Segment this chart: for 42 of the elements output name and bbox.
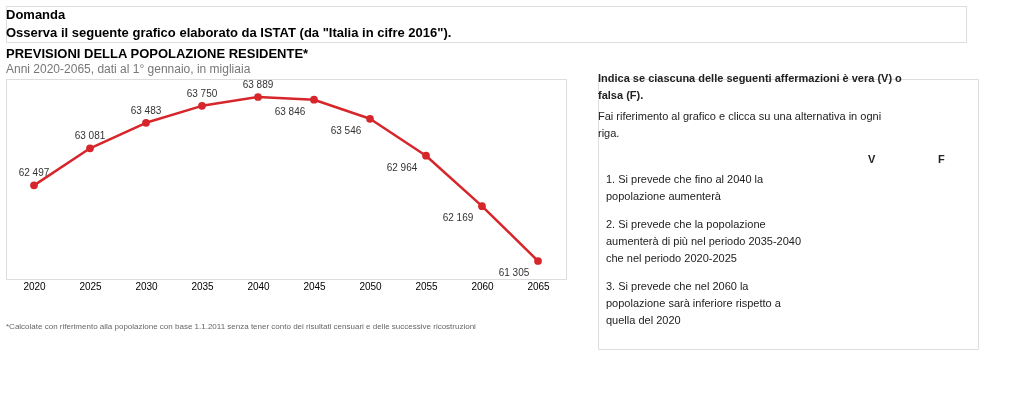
- data-label: 63 546: [330, 124, 362, 136]
- x-tick-label: 2050: [359, 280, 383, 292]
- x-tick-label: 2060: [471, 280, 495, 292]
- x-tick-label: 2065: [527, 280, 551, 292]
- text: 3. Si prevede che nel 2060 la popolazione sarà inferiore rispetto a quella del 2020: [606, 280, 782, 326]
- point: [142, 118, 150, 127]
- text: 1. Si prevede che fino al 2040 la popolazione aumenterà: [606, 173, 765, 203]
- x-tick-label: 2055: [415, 280, 439, 292]
- text: V: [868, 153, 876, 165]
- point: [478, 202, 486, 211]
- text: Indica se ciascuna delle seguenti affermazioni è vera (V) o falsa (F).: [598, 72, 903, 101]
- point: [254, 93, 262, 101]
- point: [422, 151, 430, 160]
- data-label: 63 750: [186, 87, 218, 99]
- point: [86, 144, 94, 153]
- point: [198, 101, 206, 110]
- x-tick-label: 2020: [23, 280, 47, 292]
- text: Osserva il seguente grafico elaborato da ISTAT (da "Italia in cifre 2016").: [6, 25, 452, 40]
- data-label: 62 964: [386, 161, 418, 173]
- x-tick-label: 2035: [191, 280, 215, 292]
- data-label: 63 081: [74, 130, 106, 142]
- text: Fai riferimento al grafico e clicca su una alternativa in ogni riga.: [598, 110, 882, 140]
- x-tick-label: 2030: [135, 280, 159, 292]
- chart-subtitle: Anni 2020-2065, dati al 1° gennaio, in migliaia: [6, 62, 251, 76]
- data-label: 62 169: [442, 212, 474, 224]
- data-label: 63 846: [274, 105, 306, 117]
- x-tick-label: 2045: [303, 280, 327, 292]
- point: [534, 257, 542, 265]
- text: 2. Si prevede che la popolazione aumenterà di più nel periodo 2035-2040 che nel periodo 2020-2025: [606, 218, 802, 264]
- point: [30, 181, 38, 190]
- point: [310, 95, 318, 104]
- x-tick-label: 2040: [247, 280, 271, 292]
- data-label: 63 483: [130, 104, 162, 116]
- data-label: 61 305: [498, 267, 530, 278]
- data-label: 62 497: [18, 167, 50, 179]
- chart-title: PREVISIONI DELLA POPOLAZIONE RESIDENTE*: [6, 46, 310, 61]
- x-tick-label: 2025: [79, 280, 103, 292]
- text: *Calcolate con riferimento alla popolazione con base 1.1.2011 senza tener conto dei risultati censuari e delle successive ricostruzioni: [6, 322, 477, 331]
- text: Domanda: [6, 7, 66, 22]
- point: [366, 114, 374, 123]
- data-label: 63 889: [242, 79, 274, 90]
- text: F: [938, 153, 945, 165]
